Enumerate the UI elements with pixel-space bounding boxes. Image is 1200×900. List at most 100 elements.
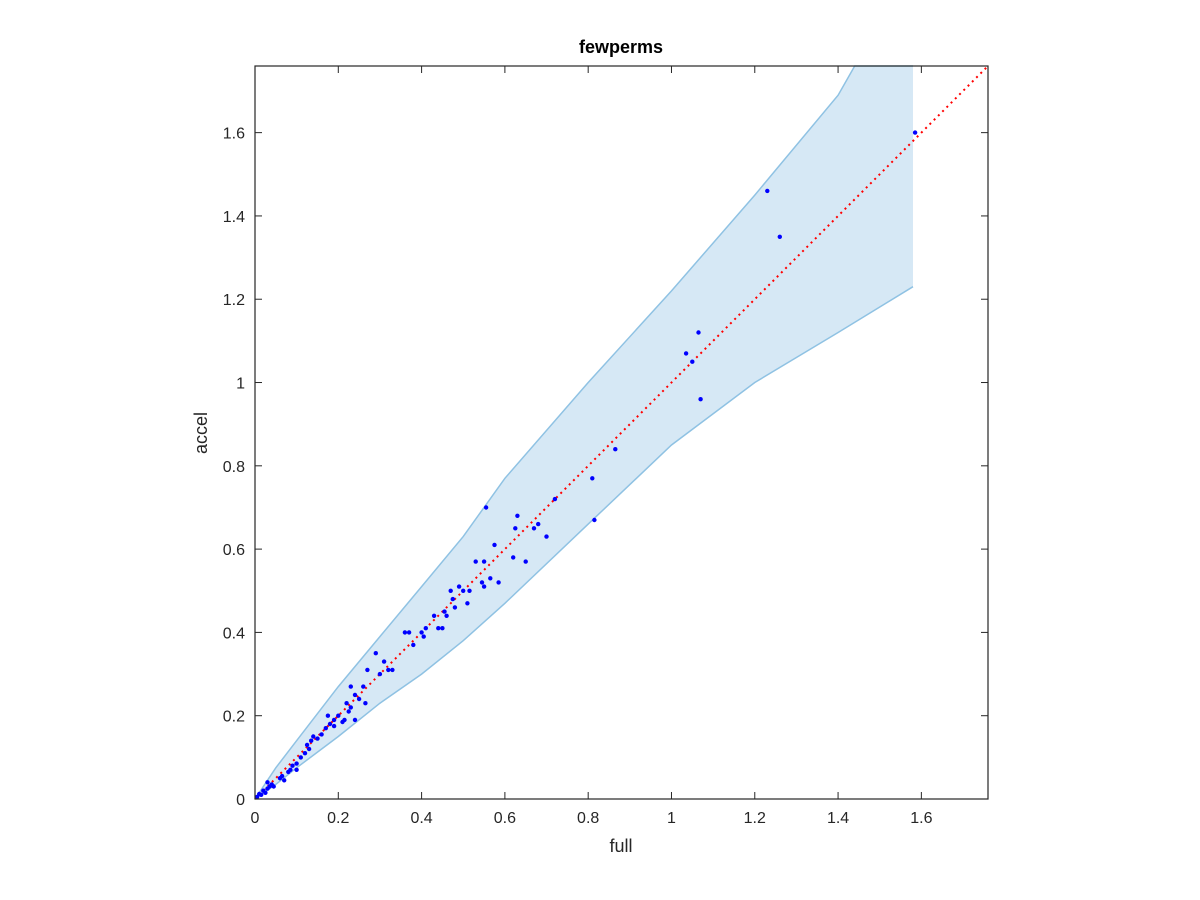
data-point	[302, 751, 308, 756]
data-point	[496, 580, 501, 585]
data-point	[467, 588, 472, 593]
data-point	[263, 790, 268, 795]
data-point	[481, 559, 487, 564]
data-point	[259, 792, 264, 797]
data-point	[421, 634, 426, 639]
data-point	[279, 773, 285, 779]
data-point	[479, 580, 485, 585]
data-point	[613, 447, 618, 452]
data-point	[450, 596, 455, 602]
data-point	[777, 234, 782, 239]
data-point	[411, 642, 416, 648]
data-point	[331, 717, 337, 723]
y-tick-label: 0.8	[223, 459, 245, 476]
data-point	[440, 626, 445, 631]
data-point	[365, 667, 370, 673]
data-point	[698, 397, 703, 402]
data-point	[336, 713, 341, 718]
confidence-band	[254, 65, 914, 800]
data-point	[452, 605, 458, 610]
data-point	[423, 626, 428, 631]
data-point	[271, 784, 276, 789]
x-tick-label: 0.2	[327, 810, 349, 827]
data-point	[331, 723, 337, 729]
x-tick-label: 0	[251, 810, 260, 827]
data-point	[461, 588, 466, 593]
data-point	[456, 584, 462, 589]
data-point	[513, 526, 518, 531]
data-point	[683, 351, 689, 356]
y-axis-label: accel	[191, 412, 211, 454]
data-point	[492, 542, 497, 548]
data-point	[531, 526, 537, 531]
data-point	[448, 588, 453, 593]
x-tick-label: 0.4	[410, 810, 432, 827]
data-point	[309, 738, 314, 743]
data-point	[511, 555, 516, 560]
data-point	[483, 505, 489, 510]
x-tick-label: 1.2	[744, 810, 766, 827]
data-point	[377, 671, 383, 677]
data-point	[544, 534, 549, 539]
data-point	[444, 613, 449, 618]
data-point	[436, 626, 441, 631]
x-tick-label: 0.8	[577, 810, 599, 827]
data-point	[431, 613, 437, 618]
data-point	[315, 736, 320, 741]
data-point	[325, 713, 331, 718]
data-point	[352, 692, 358, 698]
data-point	[306, 746, 312, 752]
data-point	[552, 496, 558, 502]
confidence-band-fill	[255, 66, 913, 799]
data-point	[765, 188, 770, 194]
y-tick-label: 0.2	[223, 709, 245, 726]
y-tick-label: 1	[236, 376, 245, 393]
data-point	[344, 701, 349, 706]
data-point	[352, 717, 358, 723]
data-point	[515, 513, 520, 518]
data-point	[265, 780, 270, 785]
data-point	[442, 609, 447, 614]
chart-title: fewperms	[579, 37, 663, 57]
data-point	[348, 684, 353, 689]
data-point	[696, 330, 701, 335]
data-point	[402, 630, 408, 635]
data-point	[536, 521, 541, 527]
data-point	[294, 761, 299, 766]
data-point	[523, 559, 528, 564]
data-point	[348, 705, 353, 710]
data-point	[304, 742, 310, 748]
x-tick-label: 1.4	[827, 810, 849, 827]
y-tick-label: 1.4	[223, 209, 245, 226]
y-tick-labels: 0 0.2 0.4 0.6 0.8 1 1.2 1.4 1.6	[223, 126, 245, 809]
y-tick-label: 0.6	[223, 542, 245, 559]
data-point	[282, 778, 287, 783]
data-point	[361, 684, 366, 689]
x-axis-label: full	[609, 836, 632, 856]
data-point	[690, 359, 695, 364]
data-point	[406, 630, 412, 635]
axis-ticks	[254, 66, 988, 800]
x-tick-label: 1.6	[910, 810, 932, 827]
data-point	[481, 584, 487, 589]
data-point	[473, 559, 478, 564]
data-point	[590, 476, 595, 481]
plot-frame	[254, 65, 989, 800]
data-point	[386, 667, 391, 673]
data-point	[592, 517, 597, 523]
data-point	[288, 767, 293, 772]
data-point	[912, 130, 918, 135]
y-tick-label: 0.4	[223, 625, 245, 642]
data-point	[488, 576, 493, 581]
data-point	[342, 717, 347, 723]
data-point	[298, 755, 303, 760]
x-tick-label: 0.6	[494, 810, 516, 827]
data-points	[254, 130, 918, 800]
data-point	[290, 763, 295, 768]
data-point	[390, 667, 395, 673]
x-tick-label: 1	[667, 810, 676, 827]
y-tick-label: 1.6	[223, 126, 245, 143]
data-point	[319, 732, 324, 737]
data-point	[323, 726, 328, 731]
